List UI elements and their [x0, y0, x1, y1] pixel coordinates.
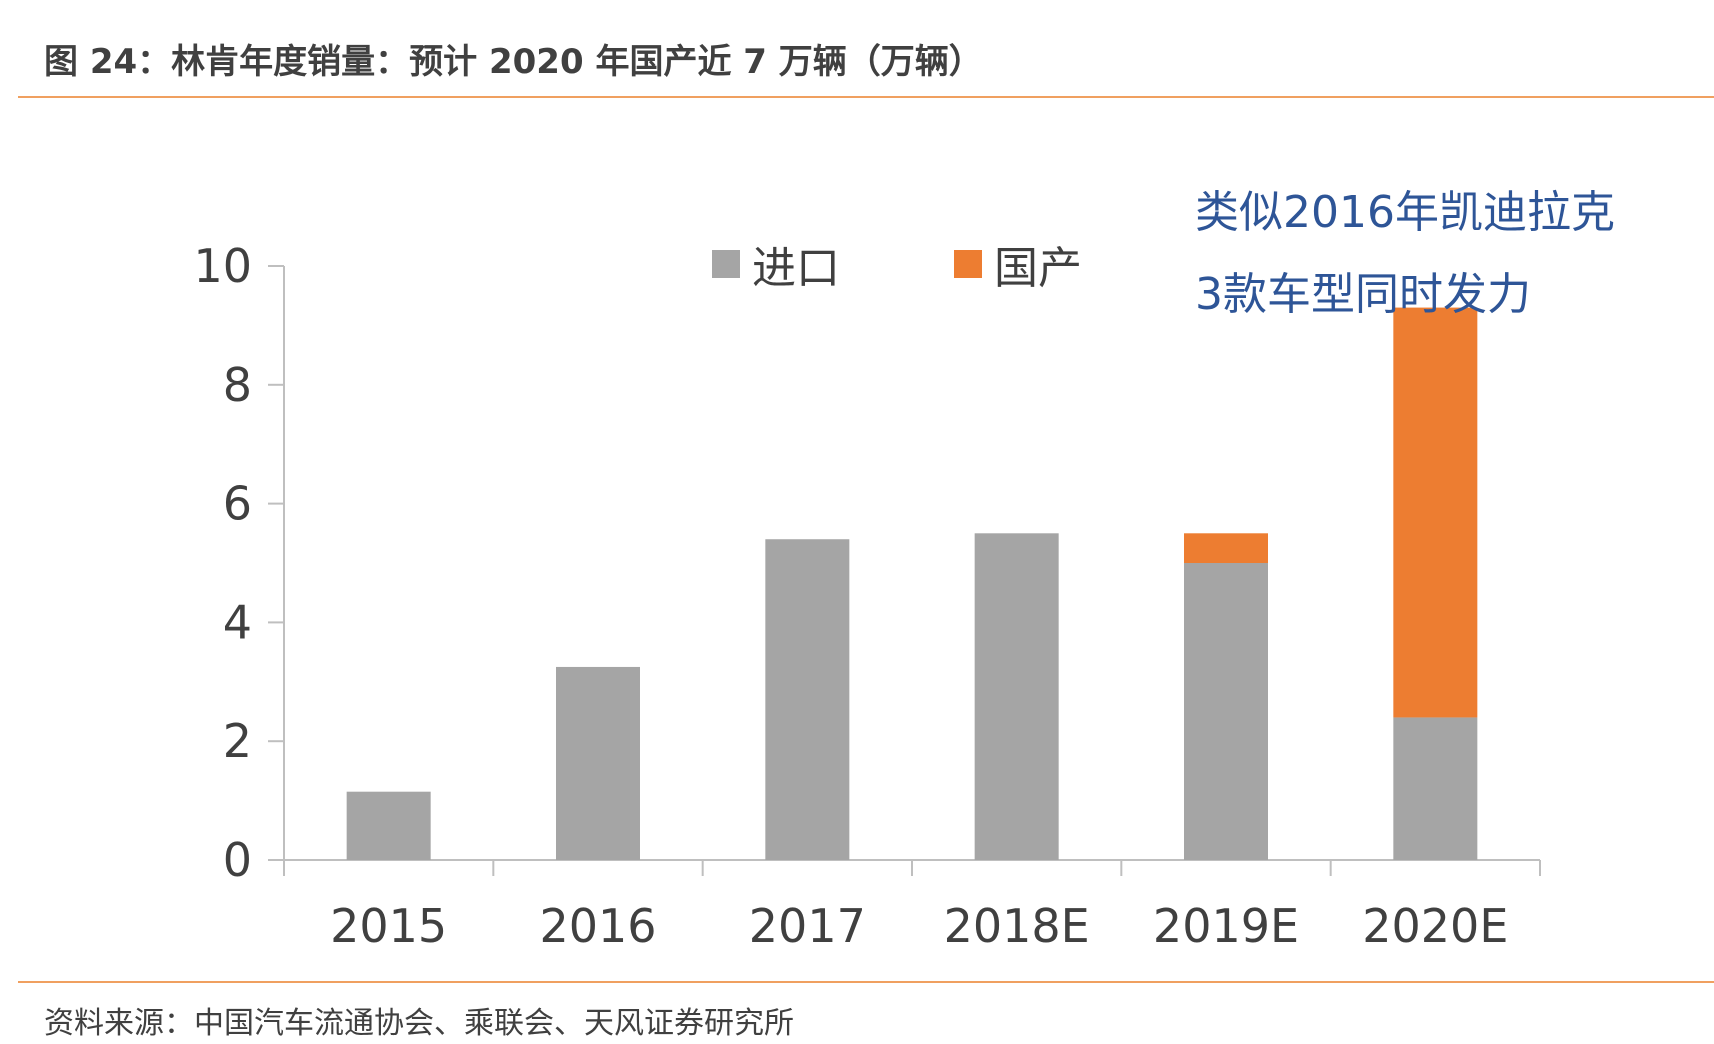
stacked-bar-chart: 0 2 4 6 8 10 2015 2016 2017 2018E 2019E 2020E [193, 239, 1541, 953]
legend-item-domestic: 国产 [954, 232, 1082, 296]
bar-import-2018E [974, 533, 1059, 860]
figure-title: 图 24：林肯年度销量：预计 2020 年国产近 7 万辆（万辆） [44, 42, 983, 82]
annotation-line-2: 3款车型同时发力 [1195, 269, 1531, 320]
bar-import-2019E [1184, 563, 1268, 860]
bar-domestic-2019E [1184, 533, 1268, 563]
bar-import-2017 [765, 539, 850, 860]
y-tick-label-4: 8 [223, 358, 252, 412]
bar-domestic-2020E [1393, 307, 1478, 718]
y-tick-label-3: 6 [223, 477, 252, 531]
legend-label-domestic: 国产 [994, 243, 1082, 294]
legend-item-import: 进口 [712, 232, 840, 296]
top-divider [18, 96, 1714, 98]
y-tick-label-5: 10 [193, 239, 252, 293]
y-tick-label-0: 0 [223, 833, 252, 887]
chart-bars [346, 307, 1478, 860]
chart-labels: 0 2 4 6 8 10 2015 2016 2017 2018E 2019E 2020E [193, 239, 1508, 953]
legend-label-import: 进口 [752, 243, 840, 294]
source-note: 资料来源：中国汽车流通协会、乘联会、天风证券研究所 [44, 1006, 794, 1041]
x-tick-label-2020E: 2020E [1362, 899, 1508, 953]
legend-swatch-import [712, 250, 740, 278]
bar-import-2015 [346, 791, 431, 860]
y-tick-label-1: 2 [223, 714, 252, 768]
x-tick-label-2018E: 2018E [944, 899, 1090, 953]
bar-import-2020E [1393, 717, 1478, 860]
annotation-line-1: 类似2016年凯迪拉克 [1195, 187, 1615, 238]
x-tick-label-2019E: 2019E [1153, 899, 1299, 953]
bar-import-2016 [556, 666, 640, 860]
chart-axes [268, 265, 1541, 876]
y-tick-label-2: 4 [223, 595, 252, 649]
x-tick-label-2017: 2017 [749, 899, 866, 953]
x-tick-label-2015: 2015 [330, 899, 447, 953]
legend-swatch-domestic [954, 250, 982, 278]
x-tick-label-2016: 2016 [539, 899, 656, 953]
bottom-divider [18, 981, 1714, 983]
